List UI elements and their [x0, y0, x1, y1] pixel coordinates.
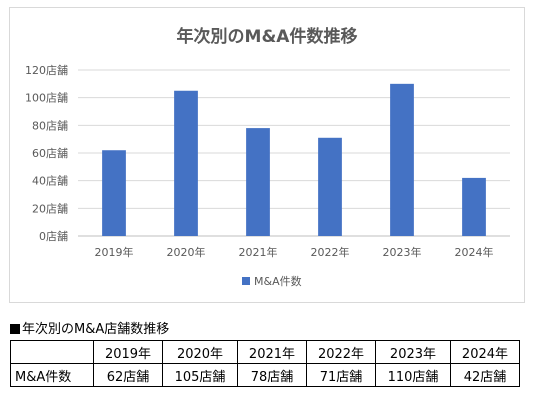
- x-tick-label: 2023年: [383, 245, 422, 259]
- table-cell: 62店舗: [92, 363, 164, 387]
- table-caption: 年次別のM&A店舗数推移: [10, 318, 169, 337]
- table-header-cell: 2024年: [449, 340, 521, 364]
- bar: [246, 128, 270, 236]
- table-header-cell: 2020年: [162, 340, 238, 364]
- square-bullet-icon: [10, 324, 20, 334]
- bar: [462, 177, 486, 236]
- table-cell: 42店舗: [449, 363, 521, 387]
- bar-chart-plot: 0店舗 20店舗 40店舗 60店舗 80店舗 100店舗 120店舗 2019年 2020年 2…: [25, 63, 510, 288]
- table-header-cell: 2022年: [305, 340, 377, 364]
- table-header-cell: 2021年: [236, 340, 307, 364]
- bar: [174, 90, 198, 236]
- table-cell: 105店舗: [162, 363, 238, 387]
- table-cell: 78店舗: [236, 363, 307, 387]
- x-tick-label: 2019年: [95, 245, 134, 259]
- legend-swatch: [242, 277, 250, 285]
- table-cell: 110店舗: [375, 363, 451, 387]
- table-header-cell: [10, 340, 94, 364]
- chart-title: 年次別のM&A件数推移: [176, 27, 358, 47]
- x-tick-label: 2020年: [167, 245, 206, 259]
- y-tick-label: 20店舗: [32, 201, 68, 215]
- x-tick-label: 2022年: [311, 245, 350, 259]
- y-tick-label: 100店舗: [25, 91, 68, 105]
- y-tick-label: 40店舗: [32, 174, 68, 188]
- table-row: M&A件数 62店舗 105店舗 78店舗 71店舗 110店舗 42店舗: [10, 363, 521, 387]
- table-header-cell: 2023年: [375, 340, 451, 364]
- table-caption-text: 年次別のM&A店舗数推移: [22, 322, 170, 337]
- x-tick-label: 2024年: [455, 245, 494, 259]
- table-header-row: 2019年 2020年 2021年 2022年 2023年 2024年: [10, 340, 521, 364]
- table-header-cell: 2019年: [92, 340, 164, 364]
- bar: [318, 137, 342, 236]
- legend-label: M&A件数: [254, 275, 302, 288]
- chart-frame: 年次別のM&A件数推移 0店舗 20店舗 40店舗 60店舗 80店舗 100店舗 120店…: [9, 7, 525, 303]
- data-table: 2019年 2020年 2021年 2022年 2023年 2024年 M&A件…: [10, 340, 521, 387]
- y-tick-label: 80店舗: [32, 118, 68, 132]
- x-tick-label: 2021年: [239, 245, 278, 259]
- table-row-label: M&A件数: [10, 363, 94, 387]
- table-cell: 71店舗: [305, 363, 377, 387]
- y-tick-label: 120店舗: [25, 63, 68, 77]
- y-tick-label: 60店舗: [32, 146, 68, 160]
- bar: [102, 150, 126, 236]
- bar: [390, 83, 414, 236]
- y-tick-label: 0店舗: [39, 229, 68, 243]
